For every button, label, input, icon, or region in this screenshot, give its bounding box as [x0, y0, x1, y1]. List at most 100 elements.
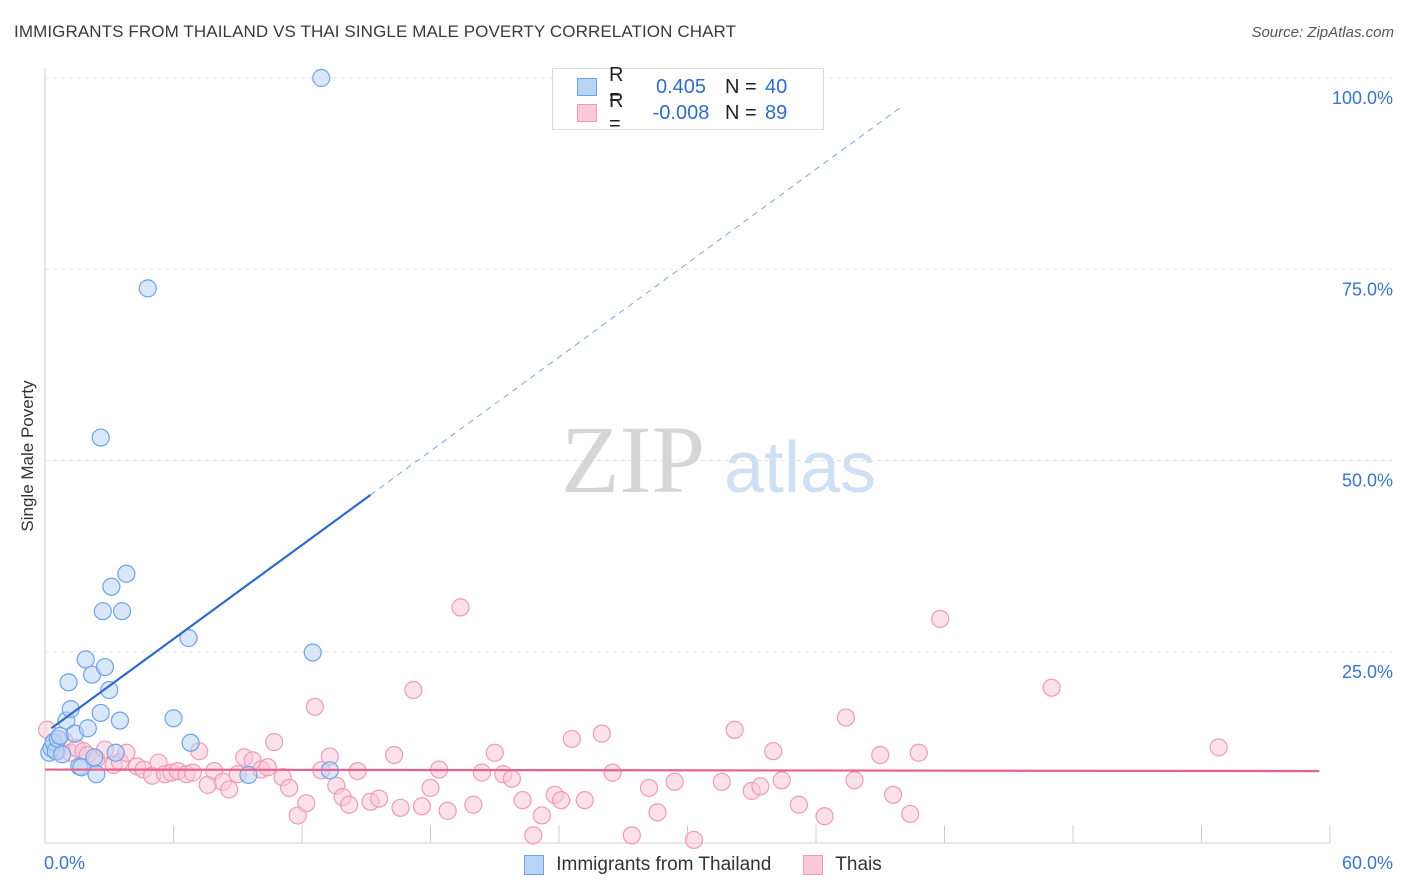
legend: Immigrants from Thailand Thais	[0, 852, 1406, 878]
n-label: N =	[725, 75, 757, 98]
point-thailand	[91, 428, 110, 447]
point-thais	[871, 745, 890, 765]
point-thais	[684, 830, 704, 850]
point-thais	[592, 724, 611, 743]
point-thais	[725, 720, 744, 739]
point-thais	[412, 797, 432, 816]
point-thais	[552, 791, 571, 810]
r-value-thais: -0.008	[652, 101, 710, 124]
point-thailand	[78, 719, 97, 738]
point-thais	[764, 742, 783, 761]
r-label: R =	[609, 64, 624, 109]
watermark: ZIP atlas	[561, 406, 876, 513]
point-thailand	[112, 602, 132, 621]
point-thais	[665, 772, 684, 791]
point-thailand	[106, 743, 125, 762]
r-label: R =	[609, 90, 624, 135]
point-thailand	[53, 745, 72, 764]
point-thais	[258, 758, 277, 777]
point-thais	[384, 745, 404, 765]
point-thais	[391, 798, 410, 817]
point-thais	[712, 772, 731, 791]
y-tick-label: 50.0%	[1342, 471, 1393, 491]
r-value-thailand: 0.405	[655, 75, 707, 98]
source-label: Source: ZipAtlas.com	[1251, 24, 1394, 41]
point-thailand	[72, 758, 91, 777]
x-tick-label-max: 60.0%	[1342, 853, 1393, 873]
legend-item-thailand[interactable]: Immigrants from Thailand	[524, 854, 771, 876]
point-thais	[438, 801, 457, 820]
point-thais	[901, 804, 920, 824]
legend-swatch-thais	[803, 855, 824, 875]
n-value-thais: 89	[765, 101, 788, 124]
point-thailand	[312, 68, 331, 88]
point-thailand	[85, 748, 104, 767]
point-thais	[183, 763, 202, 782]
point-thais	[265, 732, 284, 752]
point-thais	[421, 778, 440, 798]
trend-layer	[44, 106, 1320, 773]
point-thais	[883, 785, 903, 804]
x-tick-label-min: 0.0%	[44, 853, 85, 873]
point-thais	[451, 598, 470, 617]
point-thais	[648, 803, 667, 822]
point-thais	[348, 761, 367, 781]
point-thais	[772, 771, 791, 790]
point-thais	[751, 777, 770, 796]
point-thais	[603, 763, 622, 782]
point-thailand	[93, 602, 112, 621]
point-thailand	[91, 703, 110, 723]
point-thais	[464, 795, 483, 814]
point-thais	[297, 794, 316, 813]
y-tick-label: 25.0%	[1342, 662, 1393, 682]
legend-label-thais: Thais	[835, 854, 882, 875]
stats-box: R = 0.405 N = 40 R = -0.008 N = 89	[552, 64, 824, 135]
n-label: N =	[725, 101, 757, 124]
point-thais	[370, 789, 389, 808]
point-thailand	[117, 564, 136, 583]
point-thais	[909, 743, 928, 762]
point-thailand	[50, 726, 70, 746]
point-thailand	[164, 709, 183, 728]
point-thais	[845, 771, 864, 790]
point-thailand	[76, 650, 95, 669]
point-thailand	[138, 279, 157, 298]
point-thailand	[87, 765, 106, 784]
point-thailand	[179, 628, 198, 648]
point-thais	[502, 769, 521, 788]
series-swatch-thais	[577, 104, 597, 122]
point-thais	[305, 697, 324, 716]
trend-line-thais	[44, 768, 1320, 773]
trend-line-thailand	[50, 494, 372, 730]
watermark-atlas: atlas	[724, 428, 876, 508]
chart-title: IMMIGRANTS FROM THAILAND VS THAI SINGLE …	[14, 22, 737, 41]
point-thailand	[95, 657, 115, 677]
point-thailand	[102, 577, 121, 596]
point-thais	[485, 743, 504, 762]
y-tick-label: 100.0%	[1332, 88, 1393, 108]
point-thais	[575, 791, 594, 810]
point-thais	[836, 708, 856, 727]
legend-label-thailand: Immigrants from Thailand	[556, 854, 772, 875]
point-thais	[562, 729, 581, 749]
point-thailand	[100, 680, 119, 700]
watermark-zip: ZIP	[561, 406, 705, 513]
point-thais	[524, 826, 543, 845]
point-thais	[220, 780, 239, 799]
point-thais	[789, 795, 808, 814]
point-thais	[340, 795, 359, 814]
point-thais	[513, 791, 532, 810]
point-thailand	[110, 711, 130, 730]
point-thailand	[181, 733, 200, 752]
y-tick-label: 75.0%	[1342, 279, 1393, 299]
points-layer	[38, 68, 1228, 850]
point-thailand	[303, 643, 322, 662]
point-thais	[532, 806, 551, 825]
legend-item-thais[interactable]: Thais	[803, 854, 882, 876]
grid-layer	[45, 77, 1392, 653]
series-swatch-thailand	[577, 78, 597, 96]
point-thais	[931, 609, 950, 628]
legend-swatch-thailand	[524, 855, 545, 875]
stats-row-thais: R = -0.008 N = 89	[577, 90, 788, 135]
